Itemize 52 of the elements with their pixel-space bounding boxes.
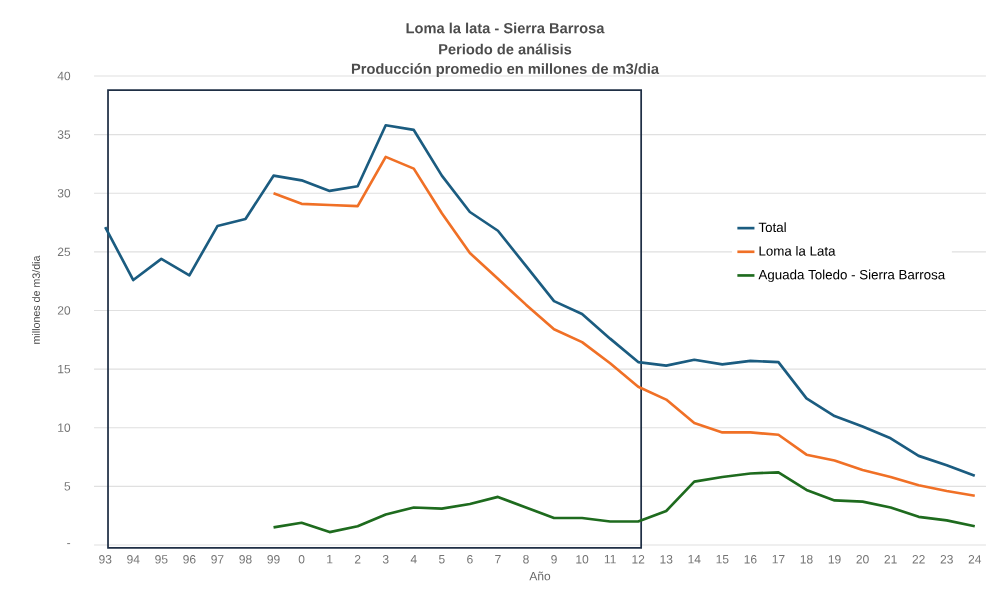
x-tick-label: 94 bbox=[127, 555, 140, 564]
line-series bbox=[272, 155, 977, 498]
x-tick-label: 4 bbox=[410, 555, 417, 564]
x-tick-label: 99 bbox=[267, 555, 280, 564]
y-tick-label: 35 bbox=[57, 130, 71, 139]
x-tick-label: 19 bbox=[828, 555, 841, 564]
x-tick-label: 18 bbox=[800, 555, 813, 564]
x-tick-label: 24 bbox=[968, 555, 982, 564]
x-tick-label: 8 bbox=[523, 555, 529, 564]
x-tick-label: 96 bbox=[183, 555, 196, 564]
x-tick-label: 5 bbox=[438, 555, 445, 564]
x-tick-label: 1 bbox=[327, 555, 333, 564]
y-tick-label: 5 bbox=[64, 482, 71, 491]
chart-title: Loma la lata - Sierra Barrosa bbox=[406, 22, 605, 34]
x-tick-label: 17 bbox=[772, 555, 785, 564]
x-tick-label: 10 bbox=[576, 555, 589, 564]
x-tick-label: 22 bbox=[912, 555, 925, 564]
x-tick-label: 0 bbox=[298, 555, 305, 564]
x-tick-label: 20 bbox=[856, 555, 869, 564]
legend-label: Aguada Toledo - Sierra Barrosa bbox=[758, 269, 946, 283]
y-tick-label: 10 bbox=[58, 423, 71, 432]
x-tick-label: 98 bbox=[239, 555, 252, 564]
x-tick-label: 97 bbox=[211, 555, 224, 564]
x-tick-label: 13 bbox=[660, 555, 673, 564]
x-tick-label: 15 bbox=[716, 555, 729, 564]
x-tick-label: 21 bbox=[884, 555, 897, 564]
y-tick-label: 40 bbox=[57, 71, 71, 81]
x-tick-label: 12 bbox=[632, 555, 645, 564]
x-tick-label: 3 bbox=[382, 555, 389, 564]
x-tick-label: 23 bbox=[940, 555, 953, 564]
annotation: Producción promedio en millones de m3/dia bbox=[351, 63, 660, 77]
x-tick-label: 6 bbox=[467, 555, 473, 564]
y-tick-label: 25 bbox=[57, 247, 71, 257]
x-tick-label: 11 bbox=[604, 555, 616, 564]
x-tick-label: 7 bbox=[495, 555, 501, 564]
y-tick-label: 30 bbox=[57, 188, 71, 198]
x-tick-label: 14 bbox=[688, 555, 701, 564]
x-axis-title: Año bbox=[529, 571, 551, 581]
x-tick-label: 93 bbox=[99, 555, 112, 564]
x-tick-label: 2 bbox=[354, 555, 361, 564]
y-tick-label: 15 bbox=[58, 364, 71, 374]
legend-label: Loma la Lata bbox=[759, 245, 836, 256]
x-tick-label: 95 bbox=[155, 555, 168, 564]
line-series bbox=[272, 470, 977, 534]
x-tick-label: 16 bbox=[744, 555, 757, 564]
line-series bbox=[103, 123, 977, 478]
y-axis-title: millones de m3/dia bbox=[32, 255, 40, 344]
x-tick-label: 9 bbox=[551, 555, 557, 564]
legend-label: Total bbox=[758, 222, 786, 233]
chart-subtitle: Periodo de análisis bbox=[439, 43, 572, 55]
y-tick-label: - bbox=[67, 543, 71, 545]
y-tick-label: 20 bbox=[57, 306, 71, 315]
